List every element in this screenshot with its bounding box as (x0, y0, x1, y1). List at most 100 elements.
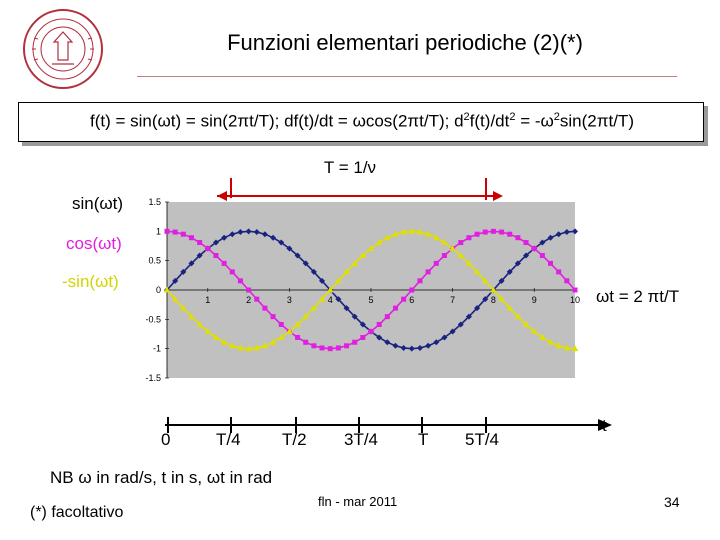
data-point-2 (449, 245, 456, 252)
data-point-0 (261, 231, 268, 238)
data-point-2 (237, 344, 244, 351)
data-point-2 (392, 230, 399, 237)
data-point-0 (523, 252, 530, 259)
phase-label-3t4: 3T/4 (344, 430, 379, 449)
data-point-2 (539, 333, 546, 340)
formula-box: f(t) = sin(ωt) = sin(2πt/T); df(t)/dt = … (18, 102, 704, 142)
phase-label-5t4: 5T/4 (465, 430, 500, 449)
data-point-1 (482, 229, 488, 235)
y-tick-label: 1.5 (148, 197, 161, 207)
data-point-1 (335, 345, 341, 351)
data-point-2 (171, 295, 179, 302)
data-point-0 (188, 260, 195, 267)
data-point-1 (384, 314, 390, 320)
data-point-1 (352, 339, 358, 345)
period-arrow (217, 178, 503, 201)
data-point-0 (310, 268, 317, 275)
data-point-1 (295, 334, 301, 340)
data-point-1 (417, 278, 423, 284)
footer-credit: fln - mar 2011 (318, 494, 398, 509)
data-point-1 (188, 235, 194, 241)
data-point-0 (408, 345, 415, 352)
x-tick-label: 2 (246, 295, 251, 305)
units-note: NB ω in rad/s, t in s, ωt in rad (50, 468, 273, 487)
data-point-1 (376, 321, 382, 327)
data-point-1 (401, 296, 407, 302)
data-point-2 (400, 228, 407, 235)
data-point-2 (229, 342, 236, 349)
data-point-1 (425, 269, 431, 275)
phase-axis (165, 417, 612, 433)
formula-part-4: sin(2πt/T) (559, 111, 634, 131)
data-point-1 (197, 240, 203, 246)
data-point-0 (351, 313, 358, 320)
derivative-formula: f(t) = sin(ωt) = sin(2πt/T); df(t)/dt = … (19, 111, 705, 132)
data-point-0 (506, 268, 513, 275)
data-point-2 (204, 327, 211, 334)
formula-part-3: = -ω (515, 111, 554, 131)
data-point-1 (262, 305, 268, 311)
data-point-1 (180, 231, 186, 237)
title-divider (137, 76, 677, 77)
data-point-1 (466, 235, 472, 241)
data-point-0 (433, 339, 440, 346)
data-point-1 (213, 253, 219, 259)
data-point-1 (344, 343, 350, 349)
data-point-1 (221, 260, 227, 266)
data-point-0 (514, 260, 521, 267)
x-tick-label: 5 (368, 295, 373, 305)
data-point-0 (270, 234, 277, 241)
data-point-0 (253, 229, 260, 236)
data-point-0 (294, 252, 301, 259)
data-point-2 (555, 342, 562, 349)
data-point-0 (482, 296, 489, 303)
data-point-2 (359, 252, 367, 259)
data-point-2 (498, 295, 505, 302)
page-title: Funzioni elementari periodiche (2)(*) (227, 30, 583, 55)
data-point-2 (212, 333, 220, 340)
data-point-0 (319, 277, 326, 284)
formula-part-2: f(t)/dt (469, 111, 510, 131)
data-point-2 (343, 268, 350, 275)
legend-cos: cos(ωt) (66, 234, 122, 253)
data-point-1 (368, 328, 374, 334)
data-point-1 (474, 231, 480, 237)
data-point-2 (261, 342, 269, 349)
data-point-0 (278, 239, 285, 246)
data-point-2 (441, 239, 448, 246)
x-tick-label: 3 (287, 295, 292, 305)
data-point-2 (335, 277, 342, 284)
omega-t-label: ωt = 2 πt/T (596, 287, 680, 306)
data-point-1 (433, 260, 439, 266)
data-point-2 (302, 313, 309, 320)
data-point-0 (376, 334, 383, 341)
data-point-1 (556, 269, 562, 275)
data-point-2 (253, 344, 260, 351)
formula-sup-2: 2 (509, 111, 516, 123)
data-point-0 (172, 277, 179, 284)
formula-sup-1: 2 (463, 111, 470, 123)
data-point-1 (531, 246, 537, 252)
data-point-2 (318, 295, 326, 302)
data-point-2 (465, 259, 473, 266)
data-point-0 (474, 305, 481, 312)
data-point-2 (196, 320, 203, 327)
data-point-2 (433, 234, 440, 241)
data-point-2 (563, 344, 571, 351)
data-point-0 (449, 328, 456, 335)
data-point-1 (237, 278, 243, 284)
data-point-2 (490, 286, 497, 293)
data-point-2 (416, 228, 424, 235)
data-point-1 (311, 343, 317, 349)
data-point-2 (278, 333, 285, 340)
data-point-0 (539, 239, 546, 246)
y-tick-label: 1 (156, 226, 161, 236)
data-point-0 (237, 229, 244, 236)
data-point-0 (245, 228, 252, 235)
data-point-0 (335, 296, 342, 303)
data-point-1 (409, 287, 415, 293)
data-point-0 (425, 342, 432, 349)
data-point-0 (416, 344, 423, 351)
data-point-0 (302, 260, 309, 267)
x-tick-label: 4 (328, 295, 333, 305)
